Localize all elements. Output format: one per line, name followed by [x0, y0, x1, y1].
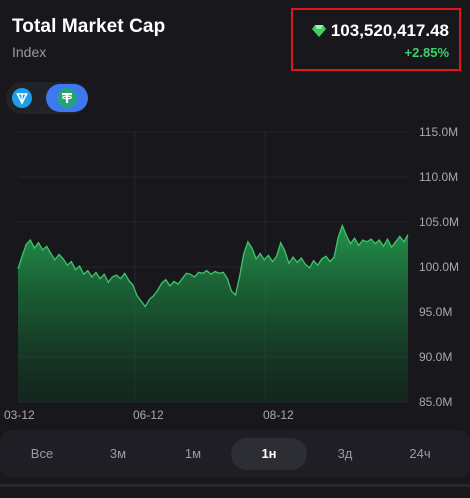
- price-row: 103,520,417.48: [311, 21, 449, 41]
- y-tick-label: 100.0M: [419, 260, 459, 274]
- market-cap-value: 103,520,417.48: [330, 21, 449, 40]
- tab-1[interactable]: 3м: [109, 446, 127, 461]
- timeframe-tabs: Все 3м 1м 1н 3д 24ч: [0, 430, 470, 478]
- tab-0[interactable]: Все: [30, 446, 54, 461]
- price-change: +2.85%: [404, 45, 449, 60]
- token-toggle[interactable]: [6, 82, 88, 114]
- tab-2[interactable]: 1м: [184, 446, 202, 461]
- x-tick-label: 08-12: [263, 408, 294, 420]
- x-tick-label: 03-12: [4, 408, 35, 420]
- diamond-icon: [311, 25, 326, 37]
- ton-icon: [12, 88, 32, 108]
- y-tick-label: 85.0M: [419, 395, 452, 409]
- page-title: Total Market Cap: [12, 16, 166, 37]
- token-usdt-button[interactable]: [46, 84, 88, 112]
- y-tick-label: 90.0M: [419, 350, 452, 364]
- y-tick-label: 110.0M: [419, 170, 458, 184]
- page-subtitle: Index: [12, 44, 47, 60]
- y-tick-label: 95.0M: [419, 305, 452, 319]
- tab-3[interactable]: 1н: [231, 438, 307, 470]
- area-fill: [18, 225, 408, 402]
- tab-5[interactable]: 24ч: [409, 446, 431, 461]
- scrollbar[interactable]: [0, 484, 470, 487]
- tab-4[interactable]: 3д: [337, 446, 353, 461]
- token-ton-button[interactable]: [8, 84, 36, 112]
- y-tick-label: 105.0M: [419, 215, 459, 229]
- usdt-icon: [57, 88, 77, 108]
- series-line: [17, 223, 409, 308]
- market-cap-chart: 115.0M110.0M105.0M100.0M95.0M90.0M85.0M …: [4, 125, 459, 420]
- price-highlight-box: 103,520,417.48 +2.85%: [291, 8, 461, 71]
- y-tick-label: 115.0M: [419, 125, 458, 139]
- x-tick-label: 06-12: [133, 408, 164, 420]
